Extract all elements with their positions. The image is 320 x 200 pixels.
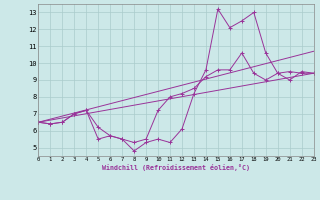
X-axis label: Windchill (Refroidissement éolien,°C): Windchill (Refroidissement éolien,°C) xyxy=(102,164,250,171)
